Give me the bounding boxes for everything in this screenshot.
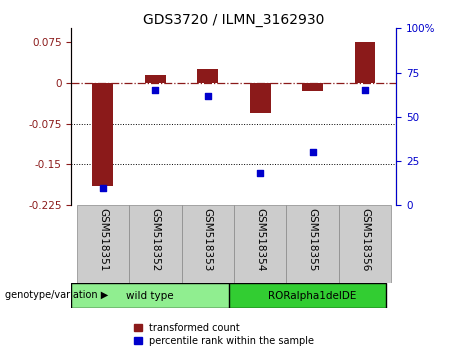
Bar: [92, 83, 113, 186]
Point: [152, 87, 159, 93]
Point: [309, 149, 316, 155]
Text: GSM518353: GSM518353: [203, 208, 213, 271]
Text: GSM518356: GSM518356: [360, 208, 370, 271]
Point: [204, 93, 212, 98]
Point: [361, 87, 369, 93]
Legend: transformed count, percentile rank within the sample: transformed count, percentile rank withi…: [134, 323, 314, 346]
Point: [99, 185, 106, 190]
Text: RORalpha1delDE: RORalpha1delDE: [268, 291, 357, 301]
Bar: [197, 69, 218, 83]
Text: GSM518355: GSM518355: [307, 208, 318, 271]
Title: GDS3720 / ILMN_3162930: GDS3720 / ILMN_3162930: [143, 13, 325, 27]
Bar: [129, 205, 182, 283]
Text: genotype/variation ▶: genotype/variation ▶: [5, 290, 108, 301]
Bar: [302, 83, 323, 91]
Bar: [229, 283, 386, 308]
Bar: [145, 75, 166, 83]
Bar: [250, 83, 271, 113]
Bar: [77, 205, 129, 283]
Bar: [182, 205, 234, 283]
Bar: [355, 42, 376, 83]
Text: GSM518351: GSM518351: [98, 208, 108, 271]
Bar: [234, 205, 286, 283]
Text: GSM518354: GSM518354: [255, 208, 265, 271]
Bar: [71, 283, 229, 308]
Point: [256, 171, 264, 176]
Text: GSM518352: GSM518352: [150, 208, 160, 271]
Text: wild type: wild type: [126, 291, 174, 301]
Bar: [339, 205, 391, 283]
Bar: [286, 205, 339, 283]
